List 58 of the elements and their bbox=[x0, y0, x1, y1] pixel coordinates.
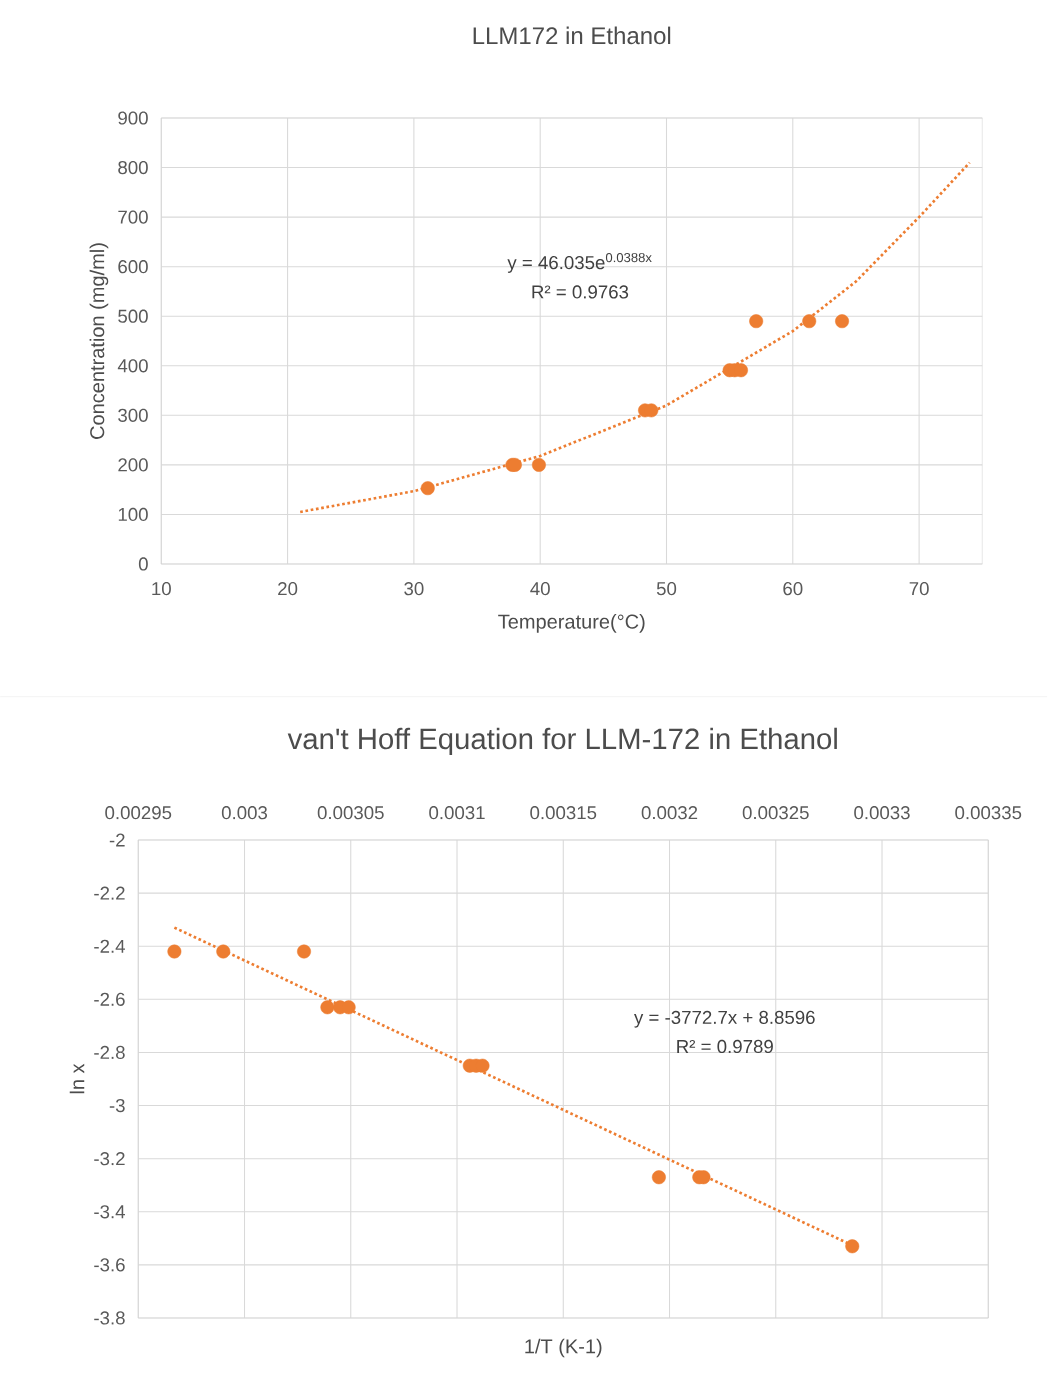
chart-title: van't Hoff Equation for LLM-172 in Ethanol bbox=[287, 727, 838, 756]
annotation: y = -3772.7x + 8.8596 bbox=[634, 1010, 815, 1028]
y-tick-label: -2 bbox=[110, 833, 125, 847]
y-tick-label: 900 bbox=[118, 111, 149, 125]
y-tick-label: -2.4 bbox=[94, 939, 126, 953]
line-series bbox=[299, 161, 972, 514]
x-tick-label: 10 bbox=[152, 582, 172, 596]
y-tick-label: -3.4 bbox=[94, 1205, 126, 1219]
annotation: y = 46.035e$^{0.0388x}$ bbox=[507, 252, 653, 273]
y-tick-label: -2.6 bbox=[94, 992, 125, 1006]
x-axis-title: Temperature(°C) bbox=[498, 614, 645, 633]
x-tick-label: 0.0032 bbox=[641, 806, 698, 820]
x-tick-label: 0.00315 bbox=[530, 806, 597, 820]
chart-title: LLM172 in Ethanol bbox=[473, 26, 671, 45]
y-tick-label: 100 bbox=[119, 507, 149, 522]
point bbox=[297, 944, 312, 959]
x-tick-label: 60 bbox=[783, 582, 803, 596]
y-tick-label: 200 bbox=[118, 458, 149, 472]
y-tick-label: -2.8 bbox=[94, 1045, 125, 1060]
y-axis-title: ln x bbox=[69, 1063, 85, 1094]
x-tick-label: 0.00325 bbox=[743, 806, 809, 820]
x-tick-label: 40 bbox=[530, 582, 551, 596]
y-tick-label: 400 bbox=[118, 359, 149, 373]
point bbox=[167, 944, 182, 959]
y-tick-label: -3 bbox=[110, 1098, 125, 1113]
point bbox=[532, 457, 547, 472]
x-tick-label: 0.0033 bbox=[854, 806, 910, 820]
point bbox=[320, 1000, 335, 1015]
point bbox=[845, 1239, 860, 1254]
x-tick-label: 0.0031 bbox=[429, 806, 485, 820]
y-axis-title: Concentration (mg/ml) bbox=[89, 243, 109, 439]
y-tick-label: -3.8 bbox=[94, 1311, 125, 1325]
point bbox=[802, 314, 817, 329]
x-tick-label: 50 bbox=[657, 582, 677, 596]
y-tick-label: 500 bbox=[118, 309, 149, 323]
x-tick-label: 20 bbox=[278, 582, 298, 596]
y-tick-label: -2.2 bbox=[94, 886, 125, 900]
x-axis-title: 1/T (K-1) bbox=[525, 1338, 602, 1358]
y-tick-label: 300 bbox=[118, 408, 149, 422]
y-tick-label: -3.2 bbox=[94, 1152, 125, 1166]
point bbox=[749, 314, 764, 329]
y-tick-label: 700 bbox=[118, 210, 149, 224]
x-tick-label: 0.00305 bbox=[318, 806, 384, 820]
y-tick-label: 800 bbox=[118, 160, 149, 175]
y-tick-label: 0 bbox=[139, 557, 149, 571]
point bbox=[835, 314, 850, 329]
x-tick-label: 0.00335 bbox=[955, 806, 1022, 820]
x-tick-label: 30 bbox=[404, 582, 424, 596]
point bbox=[652, 1170, 667, 1185]
point bbox=[216, 944, 231, 959]
x-tick-label: 0.00295 bbox=[105, 806, 172, 820]
y-tick-label: 600 bbox=[118, 260, 149, 274]
x-tick-label: 70 bbox=[909, 582, 929, 596]
point bbox=[421, 481, 435, 496]
annotation: R² = 0.9789 bbox=[677, 1039, 774, 1054]
annotation: R² = 0.9763 bbox=[532, 285, 629, 299]
y-tick-label: -3.6 bbox=[94, 1258, 125, 1272]
x-tick-label: 0.003 bbox=[222, 806, 268, 820]
